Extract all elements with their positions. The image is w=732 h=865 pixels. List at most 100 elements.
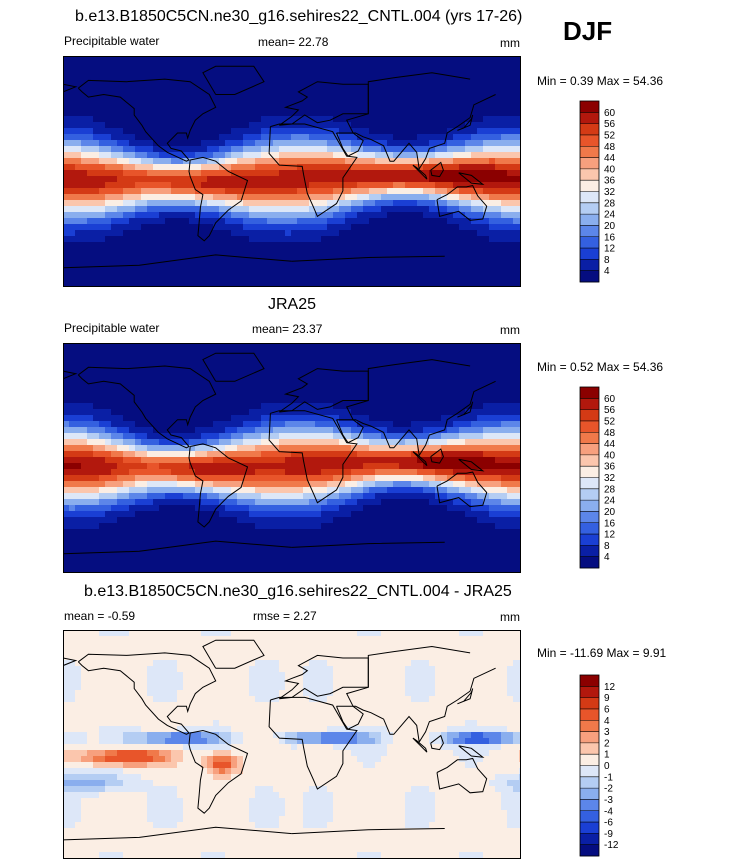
field-cell [81,385,88,392]
field-cell [165,361,172,368]
field-cell [309,164,316,171]
field-cell [321,134,328,141]
field-cell [279,230,286,237]
field-cell [93,481,100,488]
field-cell [315,403,322,410]
field-cell [339,415,346,422]
field-cell [393,122,400,129]
field-cell [111,445,118,452]
field-cell [483,86,490,93]
field-cell [153,62,160,69]
field-cell [75,553,82,560]
field-cell [249,116,256,123]
field-cell [63,56,70,63]
field-cell [105,62,112,69]
field-cell [339,98,346,105]
field-cell [189,188,196,195]
field-cell [429,176,436,183]
field-cell [231,212,238,219]
field-cell [291,68,298,75]
field-cell [267,517,274,524]
field-cell [489,86,496,93]
field-cell [483,122,490,129]
field-cell [207,140,214,147]
field-cell [429,104,436,111]
field-cell [207,56,214,63]
field-cell [249,409,256,416]
field-cell [141,236,148,243]
field-cell [465,188,472,195]
field-cell [483,182,490,189]
field-cell [321,481,328,488]
field-cell [375,194,382,201]
field-cell [225,511,232,518]
field-cell [111,68,118,75]
field-cell [309,379,316,386]
coastline [336,132,364,157]
field-cell [87,529,94,536]
field-cell [351,74,358,81]
field-cell [255,469,262,476]
field-cell [399,212,406,219]
field-cell [273,469,280,476]
field-cell [177,355,184,362]
field-cell [513,218,520,225]
field-cell [339,493,346,500]
field-cell [351,134,358,141]
field-cell [261,260,268,267]
field-cell [201,475,208,482]
field-cell [393,206,400,213]
field-cell [75,278,82,285]
field-cell [171,361,178,368]
field-cell [519,122,521,129]
field-cell [75,499,82,506]
field-cell [225,152,232,159]
field-cell [249,367,256,374]
field-cell [375,56,382,63]
field-cell [81,272,88,279]
field-cell [447,260,454,267]
field-cell [369,98,376,105]
field-cell [207,62,214,69]
field-cell [453,224,460,231]
field-cell [261,116,268,123]
field-cell [225,80,232,87]
field-cell [477,110,484,117]
field-cell [201,272,208,279]
field-cell [255,511,262,518]
field-cell [465,104,472,111]
field-cell [165,224,172,231]
field-cell [429,140,436,147]
field-cell [177,349,184,356]
field-cell [405,104,412,111]
field-cell [393,242,400,249]
field-cell [159,433,166,440]
field-cell [177,242,184,249]
field-cell [273,98,280,105]
field-cell [75,475,82,482]
colorbar-swatch [580,112,599,124]
field-cell [249,206,256,213]
field-cell [309,349,316,356]
field-cell [501,248,508,255]
field-cell [129,212,136,219]
field-cell [231,158,238,165]
field-cell [351,439,358,446]
field-cell [219,559,226,566]
field-cell [129,74,136,81]
field-cell [135,517,142,524]
field-cell [111,182,118,189]
field-cell [171,451,178,458]
field-cell [429,170,436,177]
field-cell [273,553,280,560]
field-cell [399,170,406,177]
field-cell [93,146,100,153]
field-cell [339,373,346,380]
field-cell [333,439,340,446]
field-cell [63,343,70,350]
field-cell [315,367,322,374]
field-cell [93,212,100,219]
field-cell [207,266,214,273]
field-cell [273,349,280,356]
field-cell [495,200,502,207]
